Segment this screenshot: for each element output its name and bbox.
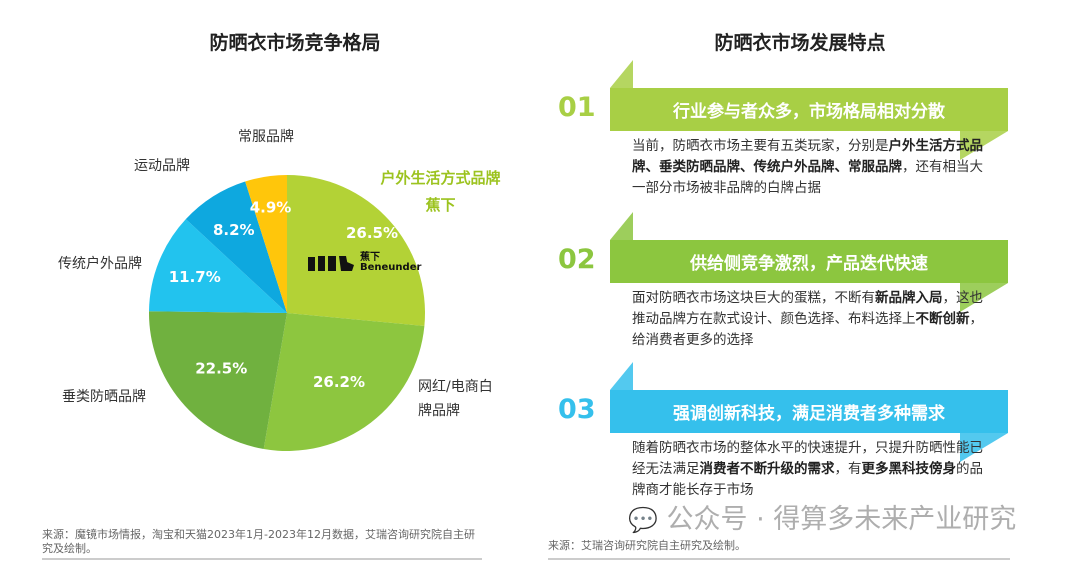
item-body: 当前，防晒衣市场主要有五类玩家，分别是户外生活方式品牌、垂类防晒品牌、传统户外品… xyxy=(632,136,984,199)
slice-category-label: 运动品牌 xyxy=(134,158,190,174)
item-heading: 行业参与者众多，市场格局相对分散 xyxy=(610,88,1008,131)
pie-slice-0 xyxy=(287,175,425,326)
highlight-category: 户外生活方式品牌 xyxy=(380,169,501,187)
ribbon-shape xyxy=(610,362,1008,462)
highlight-brand: 蕉下 xyxy=(425,196,456,214)
right-title: 防晒衣市场发展特点 xyxy=(714,32,886,54)
ribbon-shape xyxy=(610,212,1008,312)
body-text: 随着防晒衣市场的整体水平的快速提升，只提升防晒性能已经无法满足 xyxy=(632,440,983,477)
slice-category-label: 垂类防晒品牌 xyxy=(62,389,146,405)
item-number: 02 xyxy=(558,244,596,275)
body-text: 面对防晒衣市场这块巨大的蛋糕，不断有 xyxy=(632,290,875,306)
wechat-icon: 💬 xyxy=(628,506,658,534)
logo-mark-icon xyxy=(308,256,354,271)
body-text: ，有 xyxy=(834,461,862,477)
slice-value-label: 11.7% xyxy=(169,268,221,286)
body-text: 的品牌商才能长存于市场 xyxy=(632,461,983,498)
emphasis-text: 新品牌入局 xyxy=(875,290,943,306)
slice-category-label: 网红/电商白牌品牌 xyxy=(418,379,493,419)
item-heading: 供给侧竞争激烈，产品迭代快速 xyxy=(610,240,1008,283)
item-number: 01 xyxy=(558,92,596,123)
emphasis-text: 不断创新 xyxy=(915,311,970,327)
highlight-label: 户外生活方式品牌 蕉下 xyxy=(368,167,513,215)
slice-value-label: 4.9% xyxy=(250,199,292,217)
item-heading: 强调创新科技，满足消费者多种需求 xyxy=(610,390,1008,433)
slice-value-label: 26.2% xyxy=(313,373,365,391)
left-divider xyxy=(42,558,482,560)
watermark: 💬 公众号 · 得算多未来产业研究 xyxy=(628,505,1016,535)
pie-slice-3 xyxy=(149,219,287,313)
emphasis-text: 消费者不断升级的需求 xyxy=(699,461,835,477)
ribbon-shape xyxy=(610,60,1008,160)
slice-value-label: 8.2% xyxy=(213,221,255,239)
slice-value-label: 26.5% xyxy=(346,224,398,242)
pie-slice-5 xyxy=(245,175,287,313)
right-divider xyxy=(548,558,1010,560)
pie-slice-2 xyxy=(148,311,287,450)
slice-value-label: 22.5% xyxy=(195,360,247,378)
left-title: 防晒衣市场竞争格局 xyxy=(209,32,381,54)
pie-slice-4 xyxy=(185,181,287,313)
left-source: 来源：魔镜市场情报，淘宝和天猫2023年1月-2023年12月数据，艾瑞咨询研究… xyxy=(42,528,475,555)
emphasis-text: 户外生活方式品牌、垂类防晒品牌、传统户外品牌、常服品牌 xyxy=(632,138,983,175)
slice-category-label: 常服品牌 xyxy=(238,129,294,145)
item-body: 面对防晒衣市场这块巨大的蛋糕，不断有新品牌入局，这也推动品牌方在款式设计、颜色选… xyxy=(632,288,984,351)
body-text: ，这也推动品牌方在款式设计、颜色选择、布料选择上 xyxy=(632,290,983,327)
emphasis-text: 更多黑科技傍身 xyxy=(861,461,957,477)
watermark-text: 公众号 · 得算多未来产业研究 xyxy=(666,504,1017,535)
beneunder-logo: 蕉下 Beneunder xyxy=(307,253,421,273)
pie-slice-1 xyxy=(263,313,425,452)
right-source: 来源：艾瑞咨询研究院自主研究及绘制。 xyxy=(548,539,746,552)
pie-chart: 26.5% 26.2% 22.5% 11.7% 8.2% 4.9% xyxy=(148,175,425,452)
body-text: 当前，防晒衣市场主要有五类玩家，分别是 xyxy=(632,138,889,154)
item-body: 随着防晒衣市场的整体水平的快速提升，只提升防晒性能已经无法满足消费者不断升级的需… xyxy=(632,438,984,501)
body-text: ，给消费者更多的选择 xyxy=(632,311,983,348)
body-text: ，还有相当大一部分市场被非品牌的白牌占据 xyxy=(632,159,983,196)
slice-category-label: 传统户外品牌 xyxy=(58,256,142,272)
item-number: 03 xyxy=(558,394,596,425)
